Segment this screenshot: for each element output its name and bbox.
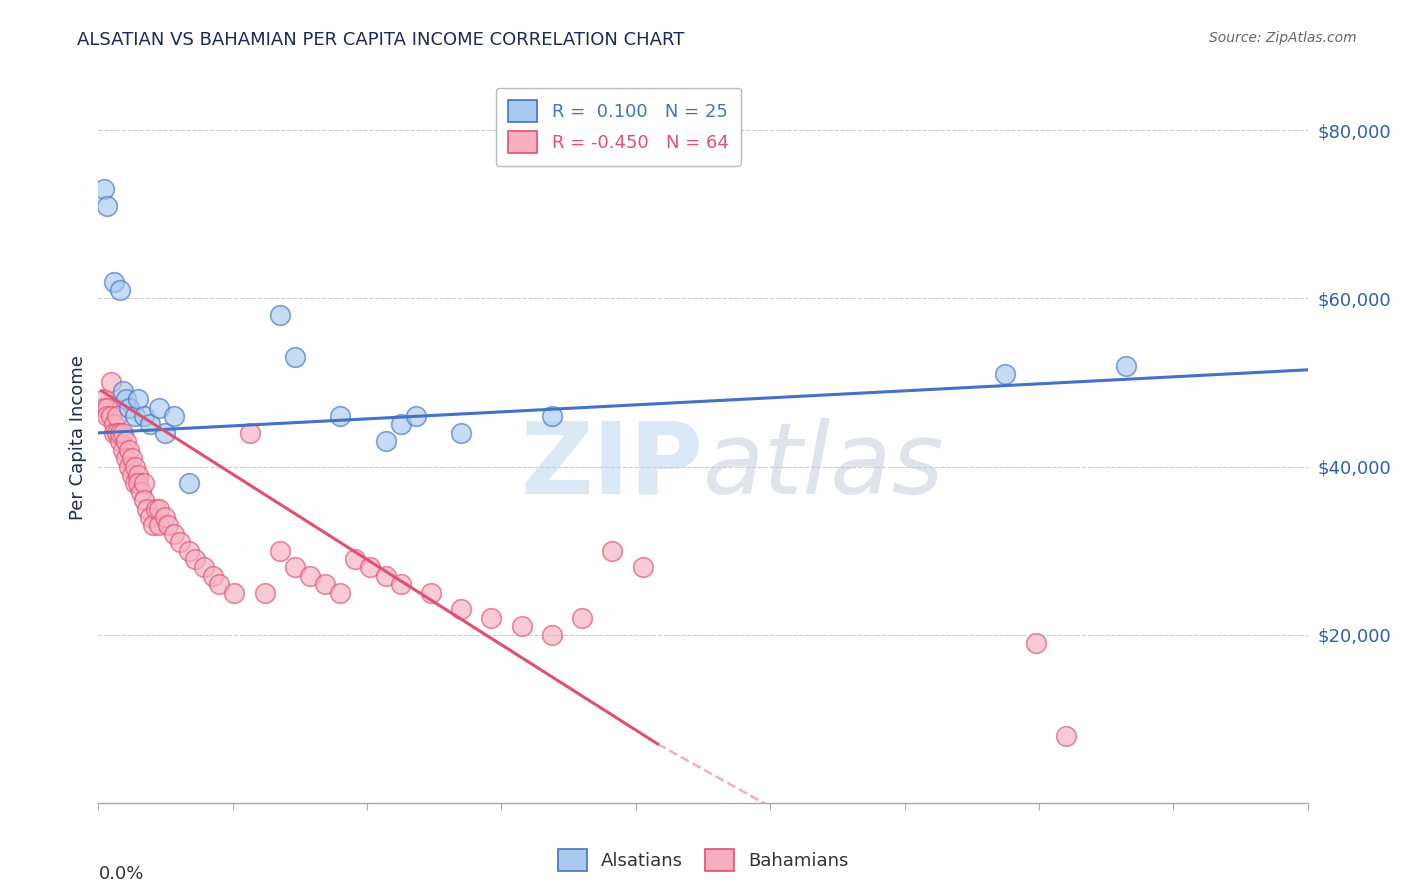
Point bbox=[299, 569, 322, 583]
Point bbox=[329, 409, 352, 423]
Point bbox=[153, 425, 176, 440]
Point bbox=[127, 392, 149, 407]
Point bbox=[179, 476, 201, 491]
Point bbox=[374, 434, 396, 449]
Point bbox=[184, 552, 207, 566]
Point bbox=[389, 577, 412, 591]
Point bbox=[105, 425, 128, 440]
Text: ZIP: ZIP bbox=[520, 417, 703, 515]
Point bbox=[360, 560, 382, 574]
Point bbox=[148, 401, 170, 415]
Point bbox=[374, 569, 396, 583]
Point bbox=[100, 376, 122, 390]
Point bbox=[103, 275, 125, 289]
Point bbox=[114, 434, 136, 449]
Point bbox=[571, 611, 593, 625]
Point bbox=[540, 409, 562, 423]
Point bbox=[148, 518, 170, 533]
Point bbox=[103, 417, 125, 432]
Point bbox=[540, 627, 562, 641]
Point bbox=[344, 552, 367, 566]
Point bbox=[93, 401, 115, 415]
Point bbox=[114, 392, 136, 407]
Point bbox=[145, 501, 167, 516]
Legend: R =  0.100   N = 25, R = -0.450   N = 64: R = 0.100 N = 25, R = -0.450 N = 64 bbox=[496, 87, 741, 166]
Point bbox=[329, 585, 352, 599]
Point bbox=[105, 409, 128, 423]
Text: Source: ZipAtlas.com: Source: ZipAtlas.com bbox=[1209, 31, 1357, 45]
Point bbox=[93, 392, 115, 407]
Point bbox=[132, 409, 155, 423]
Point bbox=[118, 401, 141, 415]
Point bbox=[1054, 729, 1077, 743]
Point bbox=[129, 484, 152, 499]
Point bbox=[132, 476, 155, 491]
Point bbox=[239, 425, 262, 440]
Point bbox=[111, 425, 134, 440]
Point bbox=[111, 442, 134, 457]
Point bbox=[631, 560, 654, 574]
Point bbox=[124, 459, 146, 474]
Point bbox=[450, 602, 472, 616]
Point bbox=[163, 526, 186, 541]
Point bbox=[118, 459, 141, 474]
Point bbox=[132, 493, 155, 508]
Point bbox=[314, 577, 336, 591]
Point bbox=[602, 543, 624, 558]
Point bbox=[139, 510, 162, 524]
Point bbox=[118, 442, 141, 457]
Point bbox=[420, 585, 443, 599]
Point bbox=[121, 451, 143, 466]
Text: atlas: atlas bbox=[703, 417, 945, 515]
Point bbox=[135, 501, 157, 516]
Point bbox=[1024, 636, 1046, 650]
Point bbox=[96, 199, 118, 213]
Point bbox=[179, 543, 201, 558]
Point bbox=[208, 577, 231, 591]
Point bbox=[202, 569, 225, 583]
Point bbox=[253, 585, 276, 599]
Point bbox=[148, 501, 170, 516]
Point bbox=[103, 425, 125, 440]
Point bbox=[405, 409, 427, 423]
Point bbox=[284, 560, 307, 574]
Point bbox=[142, 518, 165, 533]
Point bbox=[269, 543, 291, 558]
Point bbox=[124, 476, 146, 491]
Point bbox=[108, 283, 131, 297]
Legend: Alsatians, Bahamians: Alsatians, Bahamians bbox=[550, 842, 856, 879]
Point bbox=[100, 409, 122, 423]
Point bbox=[994, 367, 1017, 381]
Point bbox=[108, 434, 131, 449]
Y-axis label: Per Capita Income: Per Capita Income bbox=[69, 355, 87, 519]
Point bbox=[269, 308, 291, 322]
Point bbox=[153, 510, 176, 524]
Point bbox=[108, 425, 131, 440]
Point bbox=[510, 619, 533, 633]
Point bbox=[156, 518, 179, 533]
Text: ALSATIAN VS BAHAMIAN PER CAPITA INCOME CORRELATION CHART: ALSATIAN VS BAHAMIAN PER CAPITA INCOME C… bbox=[77, 31, 685, 49]
Point bbox=[450, 425, 472, 440]
Point bbox=[93, 182, 115, 196]
Point bbox=[193, 560, 215, 574]
Point bbox=[169, 535, 191, 549]
Point bbox=[96, 401, 118, 415]
Point bbox=[163, 409, 186, 423]
Point bbox=[111, 384, 134, 398]
Point bbox=[127, 467, 149, 482]
Point bbox=[284, 350, 307, 364]
Point bbox=[139, 417, 162, 432]
Point bbox=[127, 476, 149, 491]
Point bbox=[481, 611, 503, 625]
Point bbox=[389, 417, 412, 432]
Point bbox=[224, 585, 246, 599]
Point bbox=[96, 409, 118, 423]
Text: 0.0%: 0.0% bbox=[98, 865, 143, 883]
Point bbox=[1115, 359, 1137, 373]
Point bbox=[114, 451, 136, 466]
Point bbox=[124, 409, 146, 423]
Point bbox=[121, 467, 143, 482]
